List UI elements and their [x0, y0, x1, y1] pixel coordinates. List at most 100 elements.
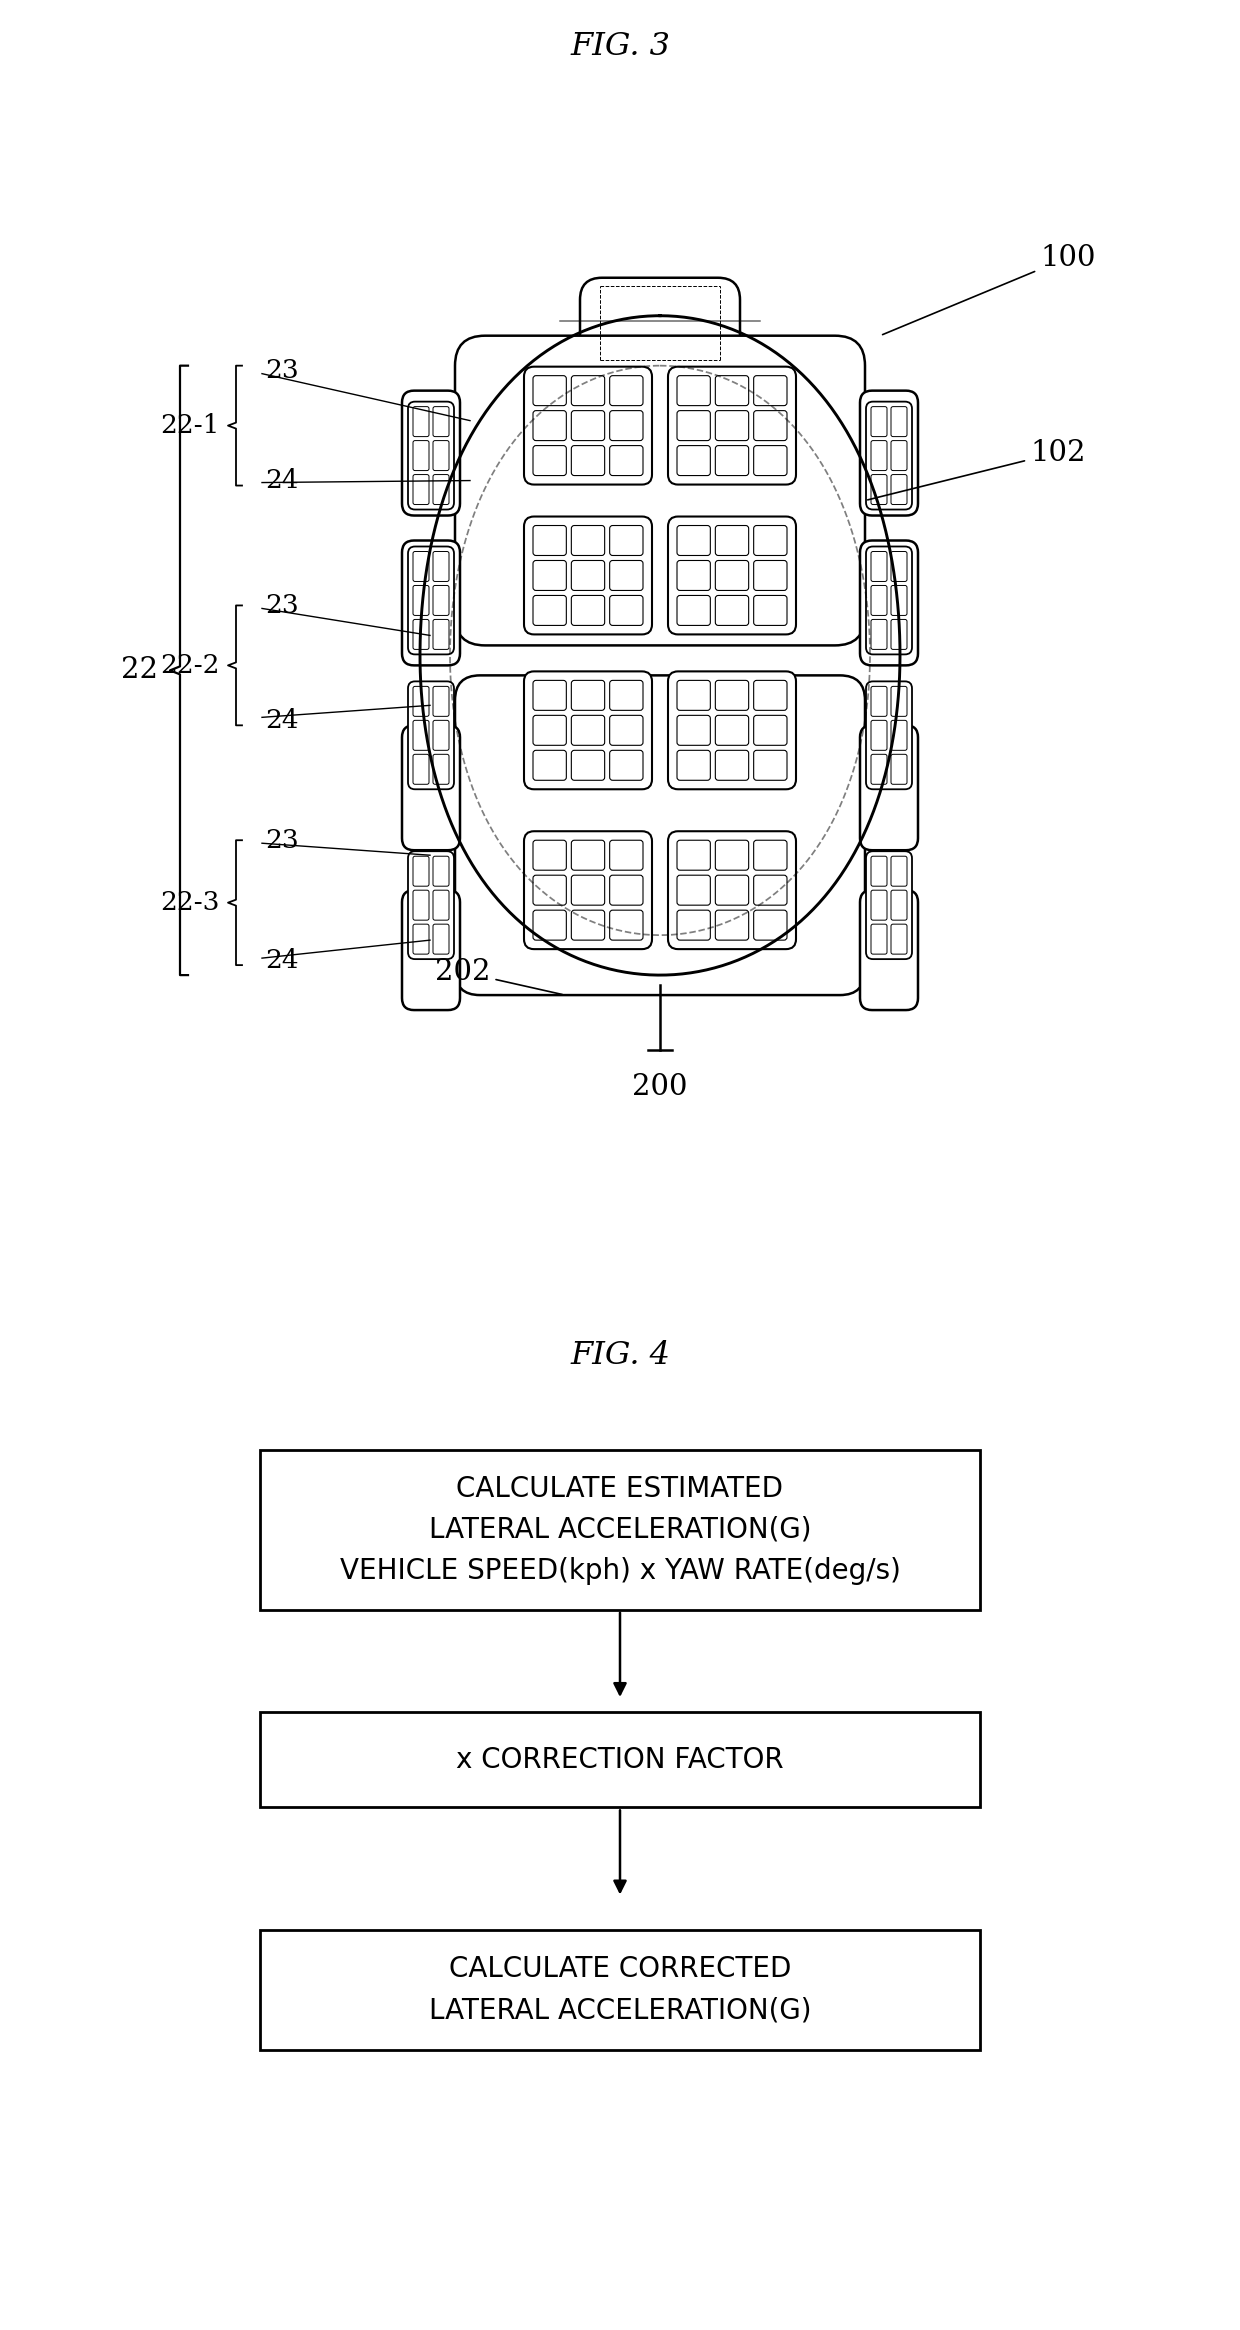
- FancyBboxPatch shape: [433, 440, 449, 471]
- FancyBboxPatch shape: [455, 676, 866, 995]
- FancyBboxPatch shape: [413, 755, 429, 785]
- FancyBboxPatch shape: [533, 375, 567, 405]
- FancyBboxPatch shape: [861, 541, 918, 666]
- Text: FIG. 3: FIG. 3: [570, 30, 670, 63]
- FancyBboxPatch shape: [892, 440, 906, 471]
- FancyBboxPatch shape: [408, 548, 454, 655]
- FancyBboxPatch shape: [892, 408, 906, 436]
- FancyBboxPatch shape: [610, 715, 644, 746]
- FancyBboxPatch shape: [870, 687, 887, 715]
- FancyBboxPatch shape: [610, 876, 644, 904]
- FancyBboxPatch shape: [892, 755, 906, 785]
- FancyBboxPatch shape: [433, 755, 449, 785]
- FancyBboxPatch shape: [892, 475, 906, 506]
- FancyBboxPatch shape: [402, 391, 460, 515]
- FancyBboxPatch shape: [533, 750, 567, 781]
- FancyBboxPatch shape: [610, 750, 644, 781]
- Text: 24: 24: [265, 948, 299, 972]
- FancyBboxPatch shape: [870, 755, 887, 785]
- FancyBboxPatch shape: [870, 890, 887, 920]
- FancyBboxPatch shape: [870, 855, 887, 885]
- FancyBboxPatch shape: [677, 680, 711, 711]
- FancyBboxPatch shape: [754, 410, 787, 440]
- Text: 24: 24: [265, 468, 299, 494]
- FancyBboxPatch shape: [413, 855, 429, 885]
- Bar: [260, 1449, 980, 1610]
- FancyBboxPatch shape: [610, 596, 644, 624]
- FancyBboxPatch shape: [715, 750, 749, 781]
- FancyBboxPatch shape: [533, 876, 567, 904]
- Text: 22: 22: [122, 657, 157, 685]
- FancyBboxPatch shape: [533, 445, 567, 475]
- FancyBboxPatch shape: [413, 440, 429, 471]
- FancyBboxPatch shape: [413, 620, 429, 650]
- FancyBboxPatch shape: [402, 890, 460, 1011]
- FancyBboxPatch shape: [580, 277, 740, 366]
- FancyBboxPatch shape: [677, 596, 711, 624]
- FancyBboxPatch shape: [610, 680, 644, 711]
- FancyBboxPatch shape: [433, 552, 449, 582]
- FancyBboxPatch shape: [610, 410, 644, 440]
- FancyBboxPatch shape: [715, 445, 749, 475]
- FancyBboxPatch shape: [572, 562, 605, 589]
- Text: FIG. 4: FIG. 4: [570, 1340, 670, 1370]
- FancyBboxPatch shape: [861, 391, 918, 515]
- Bar: [260, 1929, 980, 2050]
- FancyBboxPatch shape: [433, 585, 449, 615]
- FancyBboxPatch shape: [413, 552, 429, 582]
- FancyBboxPatch shape: [861, 890, 918, 1011]
- FancyBboxPatch shape: [533, 911, 567, 939]
- FancyBboxPatch shape: [870, 925, 887, 953]
- FancyBboxPatch shape: [413, 890, 429, 920]
- FancyBboxPatch shape: [754, 596, 787, 624]
- FancyBboxPatch shape: [413, 720, 429, 750]
- FancyBboxPatch shape: [892, 925, 906, 953]
- FancyBboxPatch shape: [715, 715, 749, 746]
- FancyBboxPatch shape: [715, 876, 749, 904]
- Text: 24: 24: [265, 708, 299, 734]
- FancyBboxPatch shape: [668, 671, 796, 790]
- FancyBboxPatch shape: [754, 562, 787, 589]
- FancyBboxPatch shape: [892, 855, 906, 885]
- FancyBboxPatch shape: [433, 620, 449, 650]
- FancyBboxPatch shape: [610, 911, 644, 939]
- FancyBboxPatch shape: [754, 715, 787, 746]
- FancyBboxPatch shape: [892, 552, 906, 582]
- FancyBboxPatch shape: [572, 445, 605, 475]
- FancyBboxPatch shape: [533, 680, 567, 711]
- FancyBboxPatch shape: [572, 410, 605, 440]
- FancyBboxPatch shape: [754, 680, 787, 711]
- FancyBboxPatch shape: [533, 562, 567, 589]
- FancyBboxPatch shape: [610, 562, 644, 589]
- FancyBboxPatch shape: [533, 527, 567, 555]
- FancyBboxPatch shape: [525, 832, 652, 948]
- FancyBboxPatch shape: [892, 687, 906, 715]
- FancyBboxPatch shape: [533, 410, 567, 440]
- Text: CALCULATE CORRECTED
LATERAL ACCELERATION(G): CALCULATE CORRECTED LATERAL ACCELERATION…: [429, 1955, 811, 2025]
- FancyBboxPatch shape: [754, 841, 787, 869]
- Text: 23: 23: [265, 592, 299, 617]
- FancyBboxPatch shape: [533, 715, 567, 746]
- FancyBboxPatch shape: [433, 720, 449, 750]
- Text: CALCULATE ESTIMATED
LATERAL ACCELERATION(G)
VEHICLE SPEED(kph) x YAW RATE(deg/s): CALCULATE ESTIMATED LATERAL ACCELERATION…: [340, 1475, 900, 1584]
- FancyBboxPatch shape: [668, 366, 796, 485]
- FancyBboxPatch shape: [715, 911, 749, 939]
- FancyBboxPatch shape: [413, 925, 429, 953]
- FancyBboxPatch shape: [677, 562, 711, 589]
- FancyBboxPatch shape: [715, 375, 749, 405]
- Bar: [260, 1713, 980, 1808]
- FancyBboxPatch shape: [433, 475, 449, 506]
- FancyBboxPatch shape: [610, 527, 644, 555]
- FancyBboxPatch shape: [866, 401, 911, 510]
- FancyBboxPatch shape: [572, 680, 605, 711]
- FancyBboxPatch shape: [668, 517, 796, 634]
- FancyBboxPatch shape: [572, 596, 605, 624]
- Text: 200: 200: [632, 1074, 688, 1102]
- FancyBboxPatch shape: [870, 585, 887, 615]
- FancyBboxPatch shape: [866, 680, 911, 790]
- FancyBboxPatch shape: [715, 680, 749, 711]
- FancyBboxPatch shape: [677, 410, 711, 440]
- FancyBboxPatch shape: [668, 832, 796, 948]
- FancyBboxPatch shape: [715, 841, 749, 869]
- FancyBboxPatch shape: [870, 408, 887, 436]
